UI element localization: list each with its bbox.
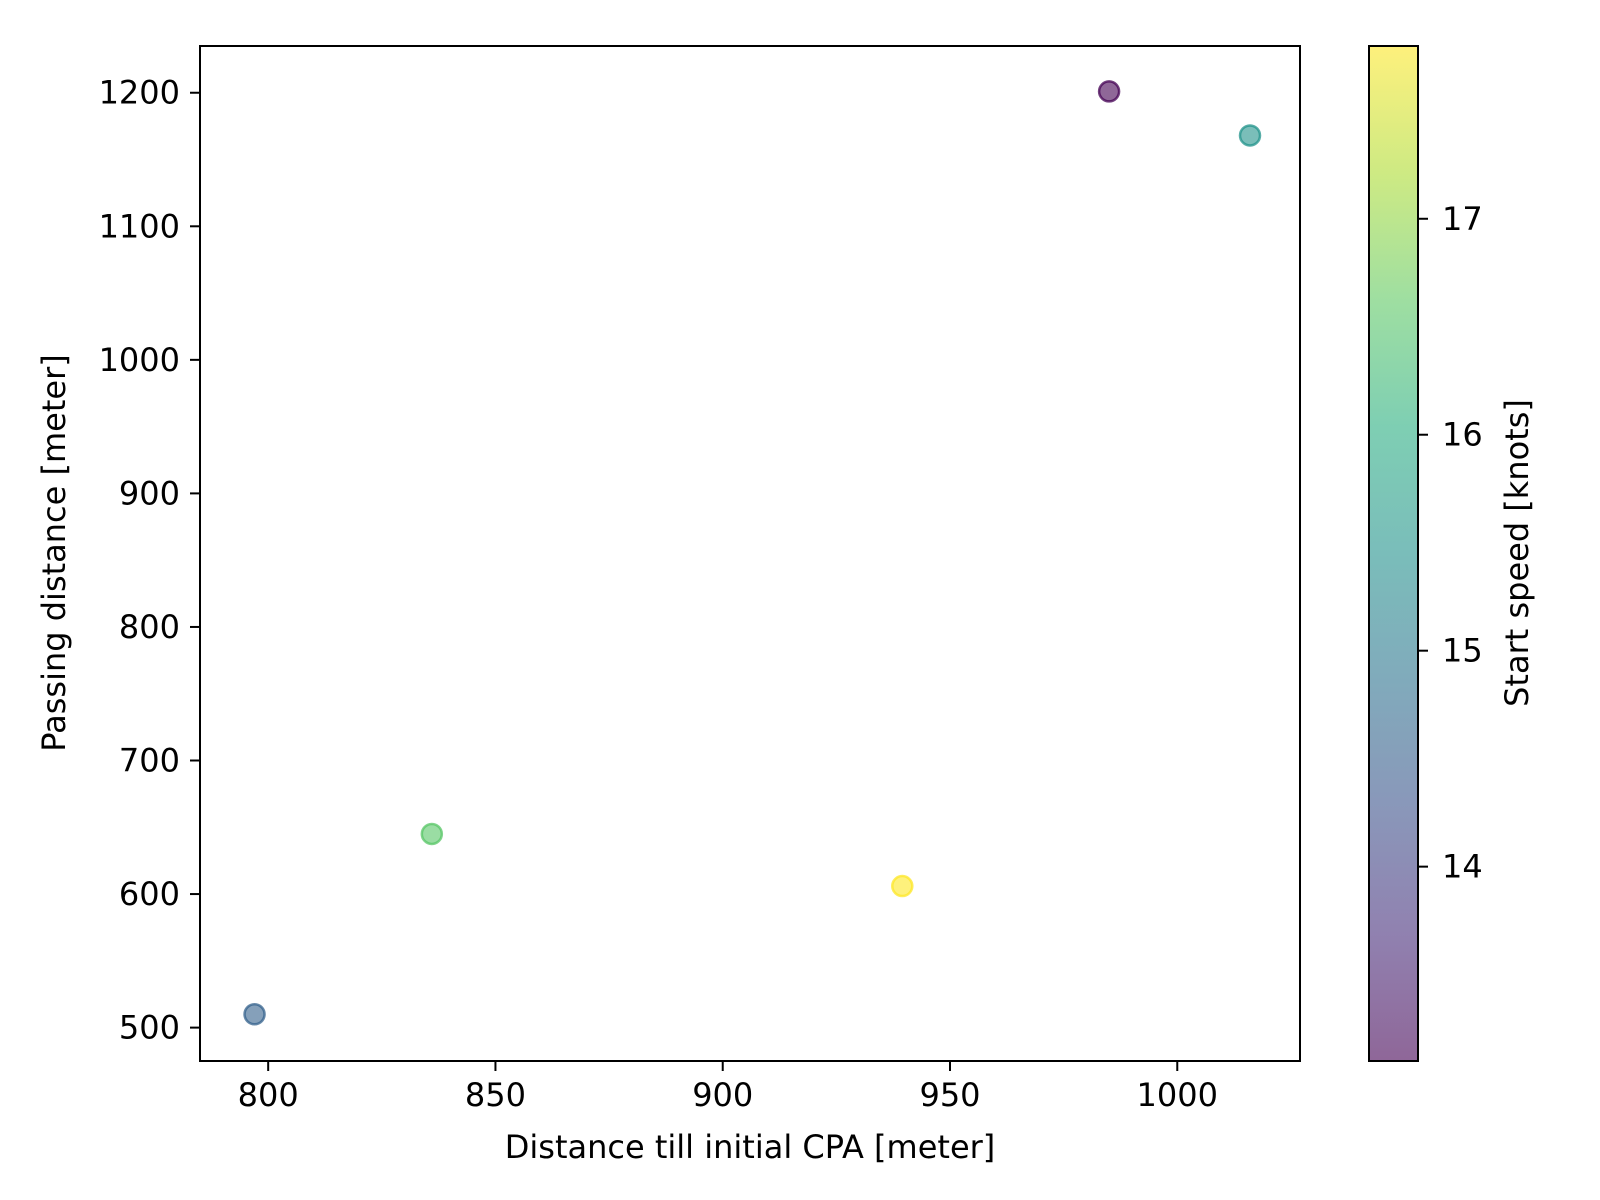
colorbar: 14 15 16 17 <box>1368 45 1483 1062</box>
x-tick-label: 850 <box>465 1076 526 1114</box>
y-tick-label: 1200 <box>99 74 180 112</box>
data-point <box>1238 124 1262 147</box>
y-tick-label: 1000 <box>99 341 180 379</box>
y-tick-label: 1100 <box>99 207 180 245</box>
x-axis-label: Distance till initial CPA [meter] <box>505 1128 996 1166</box>
x-tick-label: 800 <box>238 1076 299 1114</box>
colorbar-tick-label: 14 <box>1442 848 1483 886</box>
colorbar-tick-label: 17 <box>1442 200 1483 238</box>
y-tick-label: 600 <box>119 875 180 913</box>
y-tick-label: 900 <box>119 474 180 512</box>
y-axis-ticks: 500 600 700 800 900 1000 1100 1200 <box>99 74 200 1047</box>
data-point <box>891 874 914 898</box>
x-tick-label: 900 <box>692 1076 753 1114</box>
data-point <box>243 1003 266 1026</box>
colorbar-tick-label: 15 <box>1442 632 1483 670</box>
colorbar-label: Start speed [knots] <box>1498 399 1536 707</box>
y-tick-label: 800 <box>119 608 180 646</box>
colorbar-ticks: 14 15 16 17 <box>1418 200 1483 886</box>
y-tick-label: 500 <box>119 1009 180 1047</box>
data-point <box>1097 80 1121 103</box>
colorbar-tick-label: 16 <box>1442 416 1483 454</box>
x-tick-label: 950 <box>919 1076 980 1114</box>
colorbar-gradient <box>1369 46 1418 1061</box>
x-axis-ticks: 800 850 900 950 1000 <box>238 1061 1218 1114</box>
plot-frame <box>200 46 1300 1061</box>
data-points <box>243 80 1262 1026</box>
y-tick-label: 700 <box>119 742 180 780</box>
plot-area <box>200 46 1300 1061</box>
x-tick-label: 1000 <box>1137 1076 1218 1114</box>
colorbar-border <box>1368 45 1419 1062</box>
data-point <box>420 822 444 846</box>
y-axis-label: Passing distance [meter] <box>35 354 73 751</box>
plot-border <box>199 45 1301 1062</box>
